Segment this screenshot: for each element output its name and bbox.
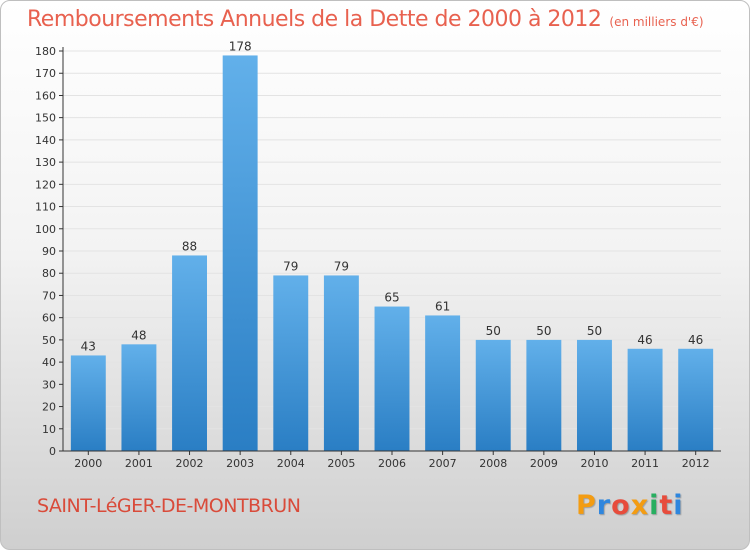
data-label: 61	[435, 299, 450, 313]
y-tick-label: 140	[35, 134, 56, 147]
x-tick-label: 2005	[327, 457, 355, 470]
x-tick-label: 2000	[74, 457, 102, 470]
bars	[70, 55, 714, 451]
bar	[526, 339, 562, 451]
logo-letter: i	[673, 490, 684, 521]
x-tick-label: 2012	[682, 457, 710, 470]
y-tick-label: 70	[42, 289, 56, 302]
x-tick-label: 2007	[429, 457, 457, 470]
y-tick-label: 180	[35, 45, 56, 58]
chart-title-text: Remboursements Annuels de la Dette de 20…	[27, 7, 602, 32]
logo-letter: r	[596, 490, 612, 521]
bar	[222, 55, 258, 451]
y-tick-label: 50	[42, 334, 56, 347]
y-tick-label: 30	[42, 378, 56, 391]
y-tick-label: 0	[49, 445, 56, 458]
logo-letter: i	[649, 490, 660, 521]
y-tick-label: 170	[35, 67, 56, 80]
x-tick-label: 2010	[580, 457, 608, 470]
unit-note: (en milliers d'€)	[609, 15, 704, 29]
bar	[475, 339, 511, 451]
x-tick-label: 2009	[530, 457, 558, 470]
bar	[273, 275, 309, 451]
data-label: 50	[486, 324, 501, 338]
bar	[70, 355, 106, 451]
y-tick-label: 80	[42, 267, 56, 280]
bar	[374, 306, 410, 451]
bar	[627, 348, 663, 451]
data-label: 50	[587, 324, 602, 338]
bar	[323, 275, 359, 451]
x-tick-label: 2003	[226, 457, 254, 470]
y-tick-label: 130	[35, 156, 56, 169]
bar	[121, 344, 157, 451]
logo-letter: x	[630, 490, 650, 521]
axes	[59, 47, 721, 455]
x-tick-label: 2001	[125, 457, 153, 470]
bar	[172, 255, 208, 451]
proxiti-logo: Proxiti	[576, 490, 684, 521]
y-tick-label: 110	[35, 201, 56, 214]
logo-letter: P	[576, 490, 597, 521]
y-tick-label: 120	[35, 178, 56, 191]
data-label: 48	[131, 328, 146, 342]
y-tick-label: 150	[35, 112, 56, 125]
data-label: 50	[536, 324, 551, 338]
bar	[678, 348, 714, 451]
chart-title: Remboursements Annuels de la Dette de 20…	[27, 7, 704, 32]
y-tick-label: 40	[42, 356, 56, 369]
labels: 0 10 20 30 40 50 60 70 80 90 100 110 120 130 140 150 160…	[35, 39, 710, 470]
bar	[576, 339, 612, 451]
data-label: 46	[637, 333, 652, 347]
logo-letter: t	[659, 490, 674, 521]
town-name: SAINT-LéGER-DE-MONTBRUN	[37, 495, 301, 517]
x-tick-label: 2002	[176, 457, 204, 470]
y-tick-label: 10	[42, 423, 56, 436]
x-tick-label: 2004	[277, 457, 305, 470]
data-label: 46	[688, 333, 703, 347]
data-label: 178	[229, 39, 252, 53]
data-label: 79	[334, 259, 349, 273]
data-label: 79	[283, 259, 298, 273]
bar	[425, 315, 461, 451]
y-tick-label: 100	[35, 223, 56, 236]
y-tick-label: 90	[42, 245, 56, 258]
y-tick-label: 60	[42, 312, 56, 325]
data-label: 65	[384, 291, 399, 305]
x-tick-label: 2006	[378, 457, 406, 470]
data-label: 88	[182, 239, 197, 253]
y-tick-label: 160	[35, 89, 56, 102]
data-label: 43	[81, 339, 96, 353]
x-tick-label: 2011	[631, 457, 659, 470]
y-tick-label: 20	[42, 401, 56, 414]
logo-letter: o	[611, 490, 631, 521]
x-tick-label: 2008	[479, 457, 507, 470]
